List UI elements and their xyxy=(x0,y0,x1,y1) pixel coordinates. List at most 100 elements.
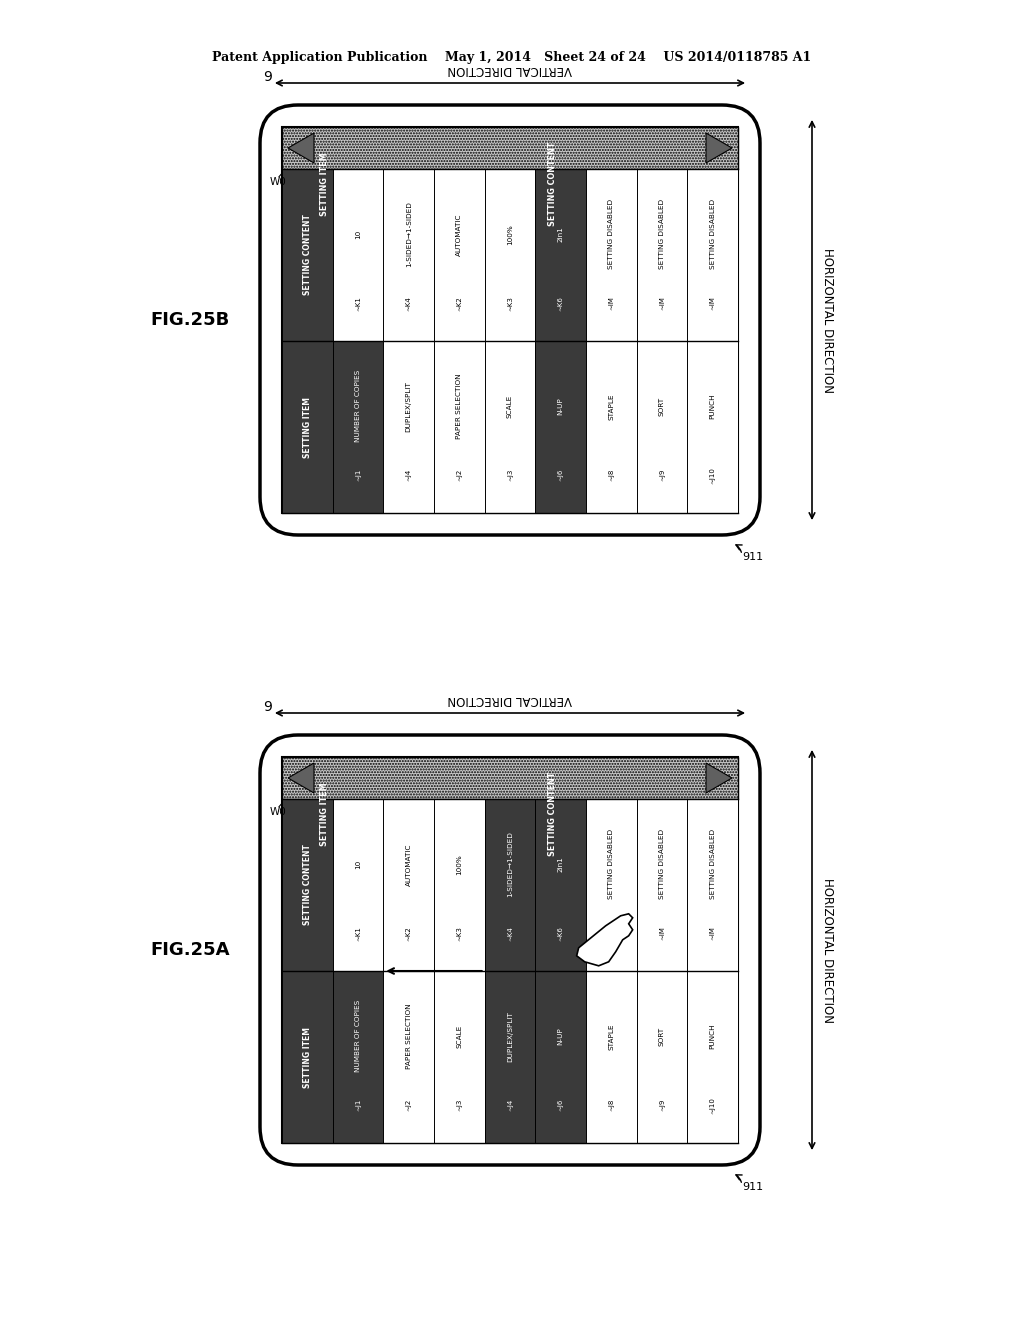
Bar xyxy=(536,799,586,972)
Text: SETTING CONTENT: SETTING CONTENT xyxy=(548,772,557,857)
Text: ∼IM: ∼IM xyxy=(608,927,614,940)
Text: 2in1: 2in1 xyxy=(558,857,563,873)
Text: SETTING CONTENT: SETTING CONTENT xyxy=(303,845,312,925)
Text: HORIZONTAL DIRECTION: HORIZONTAL DIRECTION xyxy=(821,878,835,1023)
Text: W0: W0 xyxy=(270,177,287,187)
Text: HORIZONTAL DIRECTION: HORIZONTAL DIRECTION xyxy=(821,248,835,392)
Text: ∼IM: ∼IM xyxy=(710,296,716,310)
Text: ∼J6: ∼J6 xyxy=(558,469,563,482)
Bar xyxy=(333,972,383,1143)
Bar xyxy=(637,972,687,1143)
Text: FIG.25B: FIG.25B xyxy=(151,312,229,329)
Text: 911: 911 xyxy=(742,1181,763,1192)
Text: ∼K4: ∼K4 xyxy=(406,296,412,310)
Text: ∼IM: ∼IM xyxy=(710,927,716,940)
Text: Patent Application Publication    May 1, 2014   Sheet 24 of 24    US 2014/011878: Patent Application Publication May 1, 20… xyxy=(212,51,812,65)
Text: PUNCH: PUNCH xyxy=(710,393,716,420)
FancyBboxPatch shape xyxy=(260,106,760,535)
Text: PUNCH: PUNCH xyxy=(710,1023,716,1049)
Bar xyxy=(434,341,484,513)
Text: 10: 10 xyxy=(355,859,361,869)
Text: ∼J8: ∼J8 xyxy=(608,469,614,482)
Text: ∼K2: ∼K2 xyxy=(457,296,462,310)
Text: ∼J9: ∼J9 xyxy=(659,469,665,482)
Text: DUPLEX/SPLIT: DUPLEX/SPLIT xyxy=(406,381,412,432)
Text: AUTOMATIC: AUTOMATIC xyxy=(457,213,462,256)
Text: STAPLE: STAPLE xyxy=(608,1023,614,1049)
Text: FIG.25A: FIG.25A xyxy=(151,941,229,960)
Text: SETTING ITEM: SETTING ITEM xyxy=(303,396,312,458)
Bar xyxy=(282,127,738,513)
Bar xyxy=(536,169,586,341)
Bar xyxy=(434,799,484,972)
Text: ∼J1: ∼J1 xyxy=(355,1100,361,1111)
Text: ∼K6: ∼K6 xyxy=(558,296,563,310)
Text: SETTING DISABLED: SETTING DISABLED xyxy=(710,199,716,269)
Text: SETTING ITEM: SETTING ITEM xyxy=(319,152,329,215)
Bar xyxy=(282,341,333,513)
Bar xyxy=(536,972,586,1143)
Text: 100%: 100% xyxy=(507,224,513,244)
Bar xyxy=(282,799,738,829)
Text: ∼K1: ∼K1 xyxy=(355,925,361,941)
Text: SETTING DISABLED: SETTING DISABLED xyxy=(608,199,614,269)
Text: SETTING ITEM: SETTING ITEM xyxy=(319,783,329,846)
Bar xyxy=(687,169,738,341)
Bar xyxy=(586,169,637,341)
Bar xyxy=(333,799,383,972)
Bar xyxy=(484,972,536,1143)
Text: ∼J8: ∼J8 xyxy=(608,1100,614,1111)
Bar xyxy=(434,972,484,1143)
Bar xyxy=(586,341,637,513)
Text: 10: 10 xyxy=(355,230,361,239)
Bar xyxy=(586,972,637,1143)
Text: ∼IM: ∼IM xyxy=(608,296,614,310)
Text: ∼J3: ∼J3 xyxy=(507,469,513,482)
Text: ∼J4: ∼J4 xyxy=(406,469,412,482)
Text: W0: W0 xyxy=(270,807,287,817)
Bar xyxy=(282,127,738,169)
Bar xyxy=(484,169,536,341)
Text: N-UP: N-UP xyxy=(558,1027,563,1045)
Bar xyxy=(586,799,637,972)
Text: 1-SIDED→1-SIDED: 1-SIDED→1-SIDED xyxy=(406,202,412,267)
Text: SETTING DISABLED: SETTING DISABLED xyxy=(710,829,716,899)
Text: SETTING DISABLED: SETTING DISABLED xyxy=(659,199,665,269)
Text: ∼J3: ∼J3 xyxy=(457,1100,462,1111)
Bar xyxy=(282,799,333,972)
Text: PAPER SELECTION: PAPER SELECTION xyxy=(406,1003,412,1069)
Text: SETTING CONTENT: SETTING CONTENT xyxy=(548,141,557,226)
Bar xyxy=(282,169,333,341)
Bar xyxy=(383,169,434,341)
Bar xyxy=(333,169,383,341)
Bar xyxy=(333,341,383,513)
Bar xyxy=(637,341,687,513)
Text: ∼J6: ∼J6 xyxy=(558,1100,563,1111)
Bar xyxy=(282,799,738,1143)
Bar xyxy=(383,972,434,1143)
Text: VERTICAL DIRECTION: VERTICAL DIRECTION xyxy=(447,62,572,75)
Bar xyxy=(282,972,333,1143)
Text: N-UP: N-UP xyxy=(558,397,563,416)
Text: SETTING CONTENT: SETTING CONTENT xyxy=(303,215,312,296)
Text: ∼J4: ∼J4 xyxy=(507,1100,513,1111)
Text: NUMBER OF COPIES: NUMBER OF COPIES xyxy=(355,370,361,442)
Polygon shape xyxy=(706,133,732,162)
Bar xyxy=(687,799,738,972)
Text: STAPLE: STAPLE xyxy=(608,393,614,420)
Text: ∼J9: ∼J9 xyxy=(659,1100,665,1111)
Text: SETTING DISABLED: SETTING DISABLED xyxy=(608,829,614,899)
Text: ∼IM: ∼IM xyxy=(659,927,665,940)
Text: SETTING ITEM: SETTING ITEM xyxy=(303,1027,312,1088)
Bar xyxy=(282,169,738,199)
Text: ∼J2: ∼J2 xyxy=(457,469,462,482)
Bar xyxy=(536,341,586,513)
Text: 9: 9 xyxy=(263,70,272,84)
Text: 2in1: 2in1 xyxy=(558,227,563,243)
Bar xyxy=(282,756,738,1143)
Bar xyxy=(484,341,536,513)
Text: SORT: SORT xyxy=(659,1027,665,1045)
Bar xyxy=(282,756,738,799)
Bar xyxy=(434,169,484,341)
Text: ∼K3: ∼K3 xyxy=(457,925,462,941)
